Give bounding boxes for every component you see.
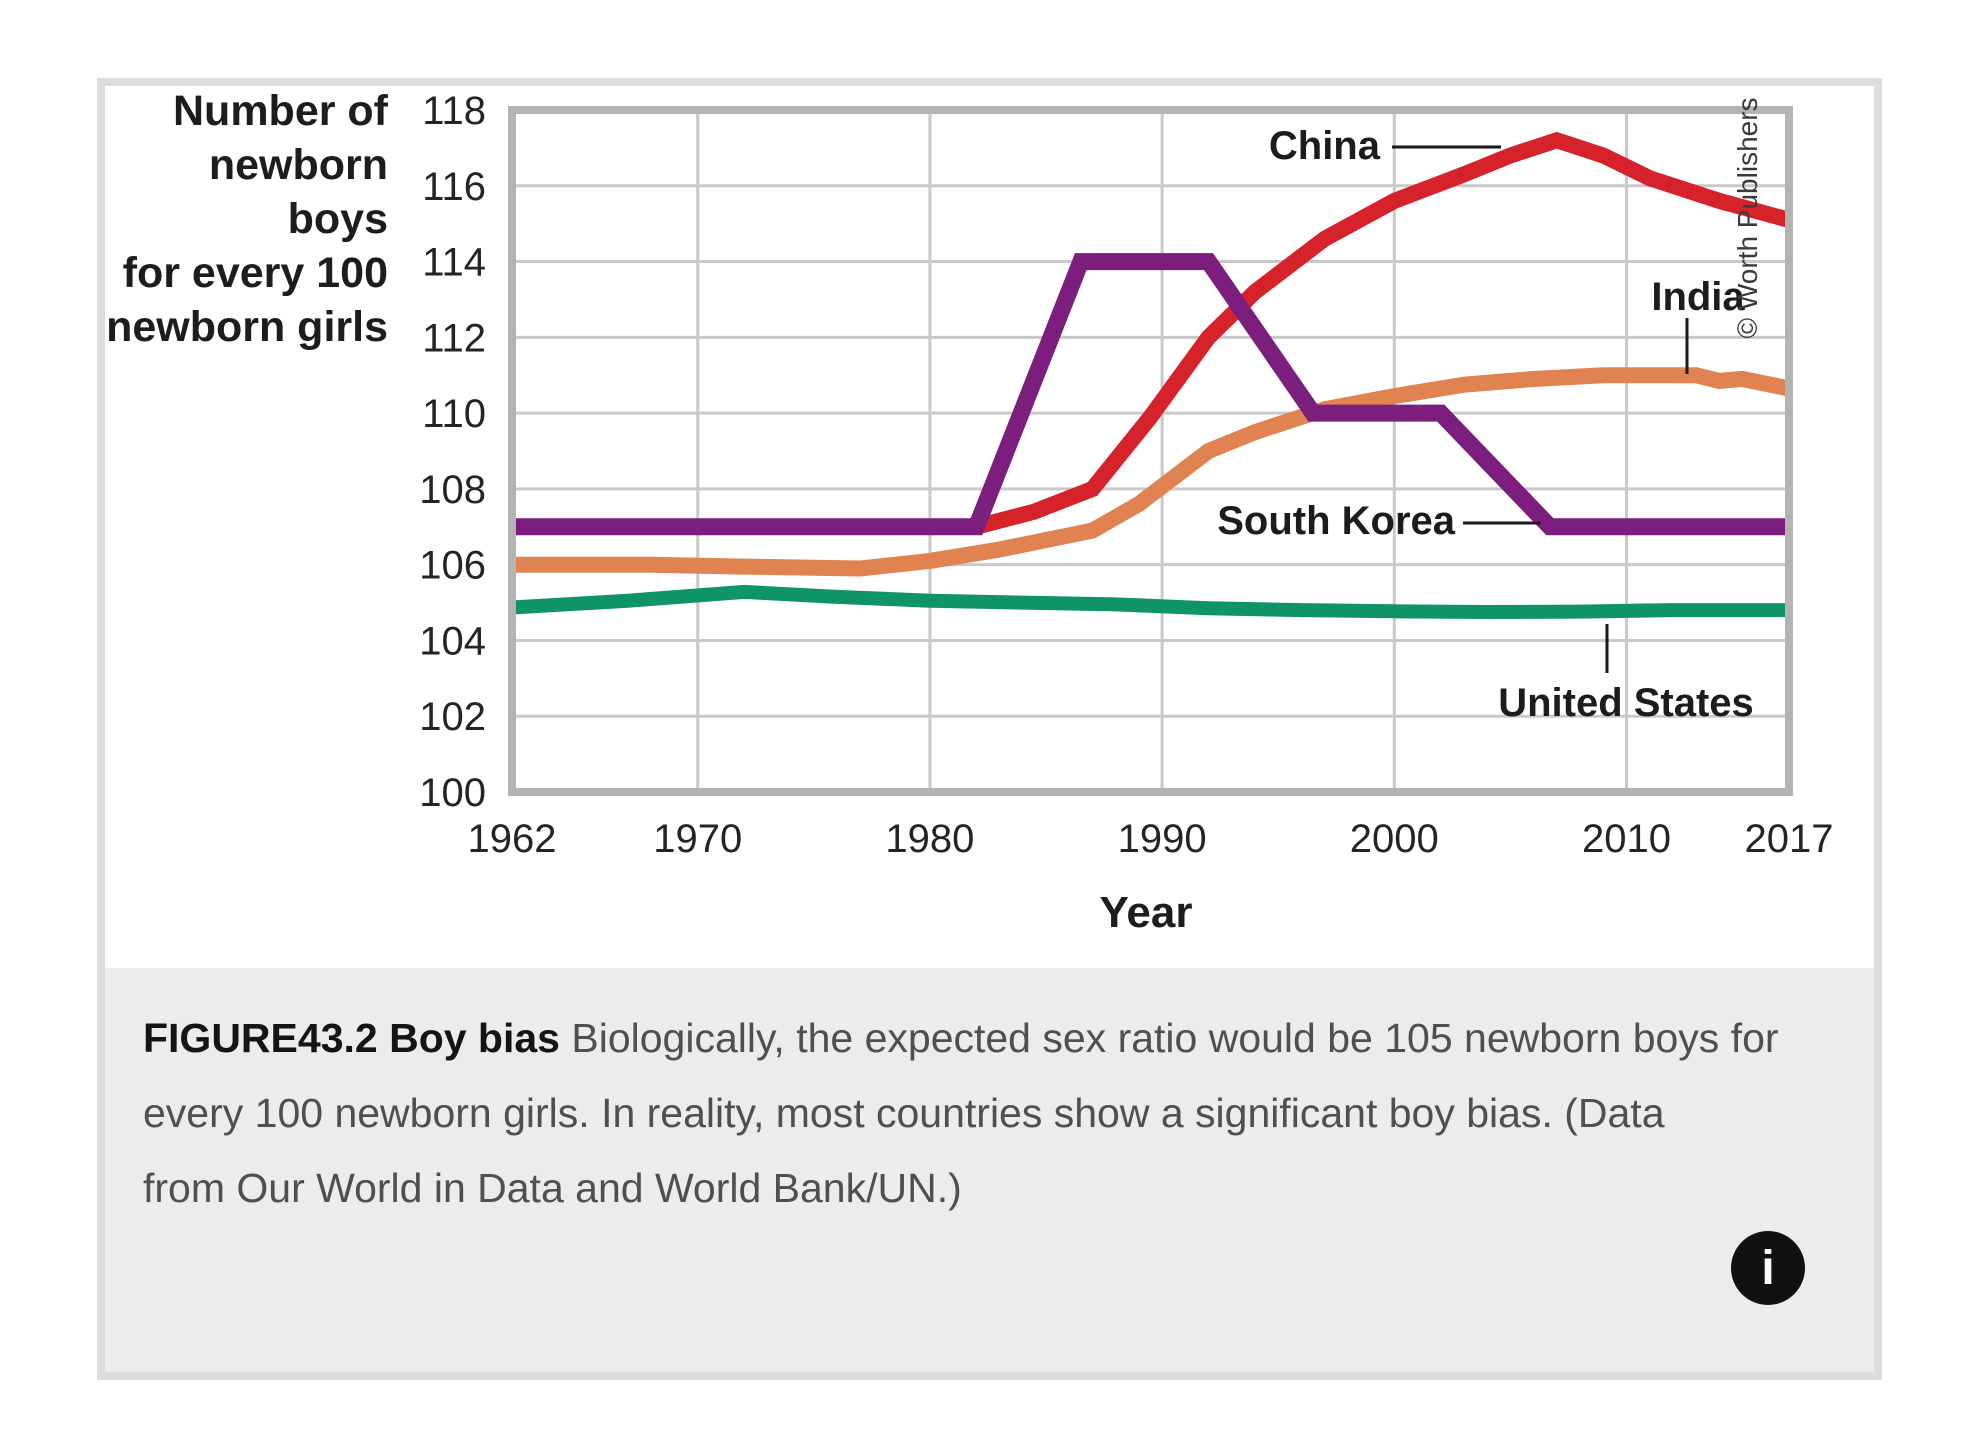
y-tick-108: 108: [419, 468, 486, 512]
y-tick-104: 104: [419, 619, 486, 663]
y-axis-title-line: Number of: [173, 87, 388, 135]
x-tick-2000: 2000: [1350, 817, 1439, 861]
x-tick-1970: 1970: [653, 817, 742, 861]
caption-box: [105, 968, 1874, 1372]
series-line-china: [512, 131, 1792, 535]
caption-line-1-rest: Biologically, the expected sex ratio wou…: [559, 1015, 1779, 1061]
caption-heading: FIGURE43.2 Boy bias: [143, 1015, 560, 1061]
series-label-china: China: [1268, 124, 1380, 168]
x-tick-1990: 1990: [1118, 817, 1207, 861]
y-axis-title: Number of newborn boys for every 100 new…: [104, 84, 388, 354]
x-tick-2017: 2017: [1745, 817, 1834, 861]
x-axis-title: Year: [1099, 888, 1193, 937]
series-line-south-korea: [512, 253, 1789, 536]
y-axis-title-line: newborn boys: [208, 141, 388, 243]
publisher-credit: © Worth Publishers: [1732, 97, 1763, 339]
series-label-india: India: [1651, 275, 1745, 319]
y-tick-116: 116: [422, 165, 486, 209]
caption-line-2: every 100 newborn girls. In reality, mos…: [143, 1090, 1665, 1136]
y-tick-118: 118: [422, 89, 486, 133]
x-tick-1962: 1962: [468, 817, 557, 861]
series-label-south-korea: South Korea: [1217, 499, 1455, 543]
series-line-united-states: [511, 584, 1789, 620]
y-axis-title-line: for every 100: [122, 249, 388, 297]
info-icon[interactable]: i: [1731, 1231, 1805, 1305]
caption-line-1: FIGURE43.2 Boy bias Biologically, the ex…: [143, 1001, 1823, 1076]
caption-line-3: from Our World in Data and World Bank/UN…: [143, 1165, 962, 1211]
y-tick-106: 106: [419, 544, 486, 588]
series-line-india: [512, 367, 1791, 577]
x-tick-1980: 1980: [885, 817, 974, 861]
y-tick-112: 112: [422, 316, 486, 360]
y-tick-100: 100: [419, 771, 486, 815]
y-tick-102: 102: [419, 695, 486, 739]
y-tick-114: 114: [422, 241, 486, 285]
figure-caption: FIGURE43.2 Boy bias Biologically, the ex…: [143, 1001, 1823, 1226]
plot-border: [508, 106, 1793, 796]
series-label-united-states: United States: [1498, 681, 1754, 725]
y-axis-title-line: newborn girls: [106, 303, 388, 351]
y-tick-110: 110: [422, 392, 486, 436]
x-tick-2010: 2010: [1582, 817, 1671, 861]
